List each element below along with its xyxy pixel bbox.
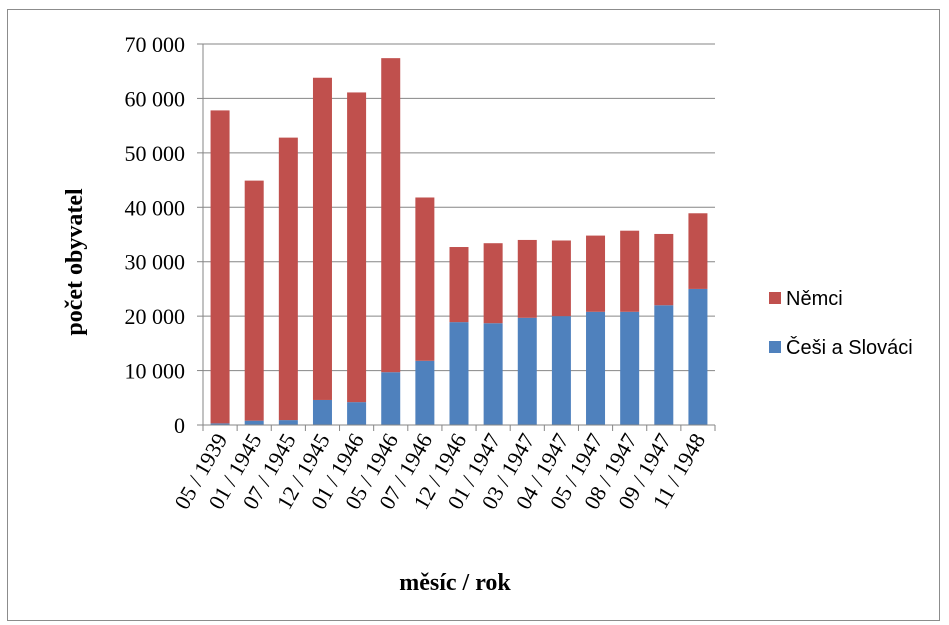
bar-cesi-a-slovaci <box>483 323 503 425</box>
y-tick-label: 50 000 <box>125 141 186 166</box>
bars <box>210 58 708 425</box>
bar-nemci <box>483 243 503 324</box>
legend-label-cesi-a-slovaci: Češi a Slováci <box>786 336 913 359</box>
y-tick-label: 20 000 <box>125 304 186 329</box>
bar-nemci <box>312 77 332 400</box>
y-tick-label: 60 000 <box>125 86 186 111</box>
bar-cesi-a-slovaci <box>278 420 298 425</box>
bar-cesi-a-slovaci <box>347 402 367 425</box>
bar-nemci <box>517 239 537 318</box>
y-tick-label: 70 000 <box>125 32 186 57</box>
bar-nemci <box>278 137 298 421</box>
legend: Němci Češi a Slováci <box>769 288 913 359</box>
chart-frame <box>7 9 940 621</box>
legend-swatch-cesi-a-slovaci <box>769 341 781 353</box>
y-tick-label: 30 000 <box>125 250 186 275</box>
y-tick-label: 0 <box>174 413 185 438</box>
bar-cesi-a-slovaci <box>688 288 708 425</box>
y-tick-labels: 0 10 000 20 000 30 000 40 000 50 000 60 000 70 … <box>125 32 186 438</box>
bar-nemci <box>586 235 606 312</box>
bar-cesi-a-slovaci <box>517 317 537 425</box>
x-axis-title: měsíc / rok <box>399 570 511 596</box>
axes <box>197 43 716 431</box>
bar-nemci <box>415 197 435 361</box>
y-axis-title: počet obyvatel <box>62 188 88 336</box>
bar-nemci <box>688 213 708 289</box>
bar-cesi-a-slovaci <box>586 311 606 425</box>
bar-nemci <box>551 240 571 317</box>
y-tick-label: 40 000 <box>125 195 186 220</box>
legend-swatch-nemci <box>769 292 781 304</box>
bar-nemci <box>449 247 469 323</box>
bar-cesi-a-slovaci <box>449 322 469 425</box>
bar-nemci <box>620 230 640 312</box>
bar-cesi-a-slovaci <box>381 372 401 425</box>
bar-cesi-a-slovaci <box>415 360 435 425</box>
legend-label-nemci: Němci <box>786 288 843 310</box>
bar-cesi-a-slovaci <box>244 420 264 425</box>
bar-nemci <box>210 110 230 424</box>
bar-nemci <box>654 233 674 306</box>
bar-cesi-a-slovaci <box>312 399 332 425</box>
bar-cesi-a-slovaci <box>620 311 640 425</box>
bar-nemci <box>244 180 264 421</box>
y-tick-label: 10 000 <box>125 359 186 384</box>
bar-nemci <box>381 58 401 373</box>
bar-cesi-a-slovaci <box>210 423 230 425</box>
bar-nemci <box>347 92 367 403</box>
bar-cesi-a-slovaci <box>654 305 674 425</box>
bar-cesi-a-slovaci <box>551 316 571 425</box>
